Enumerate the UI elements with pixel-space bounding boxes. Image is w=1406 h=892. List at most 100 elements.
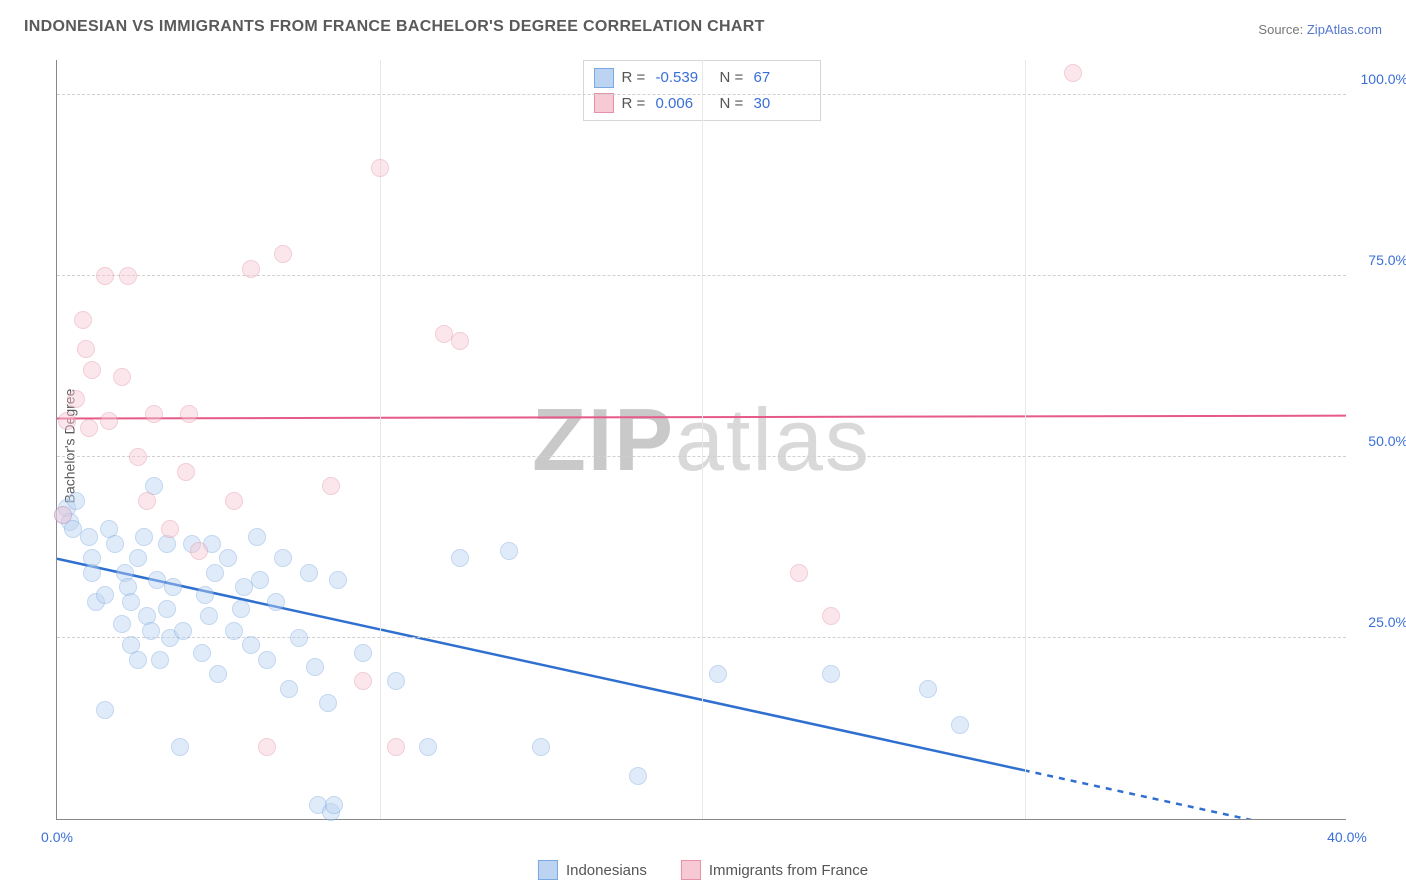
r-label: R = [622, 65, 648, 91]
data-point [174, 622, 192, 640]
watermark-right: atlas [675, 390, 871, 489]
source-link[interactable]: ZipAtlas.com [1307, 22, 1382, 37]
data-point [83, 361, 101, 379]
series-legend: Indonesians Immigrants from France [538, 860, 868, 880]
data-point [500, 542, 518, 560]
grid-line-v [1025, 60, 1026, 819]
data-point [193, 644, 211, 662]
data-point [209, 665, 227, 683]
data-point [790, 564, 808, 582]
scatter-plot: ZIPatlas R =-0.539N =67R =0.006N =30 25.… [56, 60, 1346, 820]
data-point [54, 506, 72, 524]
data-point [122, 593, 140, 611]
data-point [219, 549, 237, 567]
chart-title: INDONESIAN VS IMMIGRANTS FROM FRANCE BAC… [24, 18, 765, 36]
y-tick-label: 100.0% [1354, 71, 1406, 87]
data-point [119, 267, 137, 285]
data-point [113, 615, 131, 633]
data-point [629, 767, 647, 785]
data-point [300, 564, 318, 582]
data-point [306, 658, 324, 676]
data-point [242, 260, 260, 278]
y-tick-label: 25.0% [1354, 614, 1406, 630]
data-point [83, 564, 101, 582]
data-point [67, 390, 85, 408]
data-point [96, 586, 114, 604]
data-point [80, 528, 98, 546]
watermark-left: ZIP [532, 390, 675, 489]
data-point [58, 412, 76, 430]
data-point [225, 622, 243, 640]
n-label: N = [720, 65, 746, 91]
data-point [354, 644, 372, 662]
data-point [142, 622, 160, 640]
data-point [248, 528, 266, 546]
data-point [290, 629, 308, 647]
data-point [106, 535, 124, 553]
data-point [151, 651, 169, 669]
source-attribution: Source: ZipAtlas.com [1258, 22, 1382, 37]
data-point [280, 680, 298, 698]
legend-item: Indonesians [538, 860, 647, 880]
data-point [919, 680, 937, 698]
data-point [96, 267, 114, 285]
data-point [225, 492, 243, 510]
x-tick-label: 40.0% [1327, 829, 1367, 845]
data-point [419, 738, 437, 756]
n-value: 67 [754, 65, 810, 91]
data-point [319, 694, 337, 712]
data-point [77, 340, 95, 358]
data-point [100, 412, 118, 430]
data-point [158, 600, 176, 618]
data-point [274, 245, 292, 263]
grid-line-v [702, 60, 703, 819]
data-point [80, 419, 98, 437]
legend-swatch [681, 860, 701, 880]
data-point [274, 549, 292, 567]
legend-item: Immigrants from France [681, 860, 868, 880]
data-point [232, 600, 250, 618]
data-point [67, 492, 85, 510]
data-point [145, 405, 163, 423]
legend-swatch [594, 68, 614, 88]
data-point [329, 571, 347, 589]
data-point [709, 665, 727, 683]
legend-label: Indonesians [566, 862, 647, 879]
data-point [129, 549, 147, 567]
data-point [206, 564, 224, 582]
data-point [258, 651, 276, 669]
data-point [164, 578, 182, 596]
data-point [451, 549, 469, 567]
data-point [532, 738, 550, 756]
legend-swatch [594, 93, 614, 113]
data-point [1064, 64, 1082, 82]
y-tick-label: 50.0% [1354, 433, 1406, 449]
data-point [96, 701, 114, 719]
data-point [200, 607, 218, 625]
data-point [822, 607, 840, 625]
data-point [190, 542, 208, 560]
data-point [196, 586, 214, 604]
data-point [322, 477, 340, 495]
data-point [267, 593, 285, 611]
data-point [371, 159, 389, 177]
x-tick-label: 0.0% [41, 829, 73, 845]
data-point [180, 405, 198, 423]
data-point [171, 738, 189, 756]
data-point [387, 672, 405, 690]
data-point [161, 520, 179, 538]
data-point [135, 528, 153, 546]
data-point [258, 738, 276, 756]
legend-swatch [538, 860, 558, 880]
legend-label: Immigrants from France [709, 862, 868, 879]
data-point [113, 368, 131, 386]
data-point [177, 463, 195, 481]
r-value: -0.539 [656, 65, 712, 91]
data-point [242, 636, 260, 654]
data-point [387, 738, 405, 756]
data-point [451, 332, 469, 350]
data-point [74, 311, 92, 329]
data-point [138, 492, 156, 510]
data-point [822, 665, 840, 683]
data-point [251, 571, 269, 589]
